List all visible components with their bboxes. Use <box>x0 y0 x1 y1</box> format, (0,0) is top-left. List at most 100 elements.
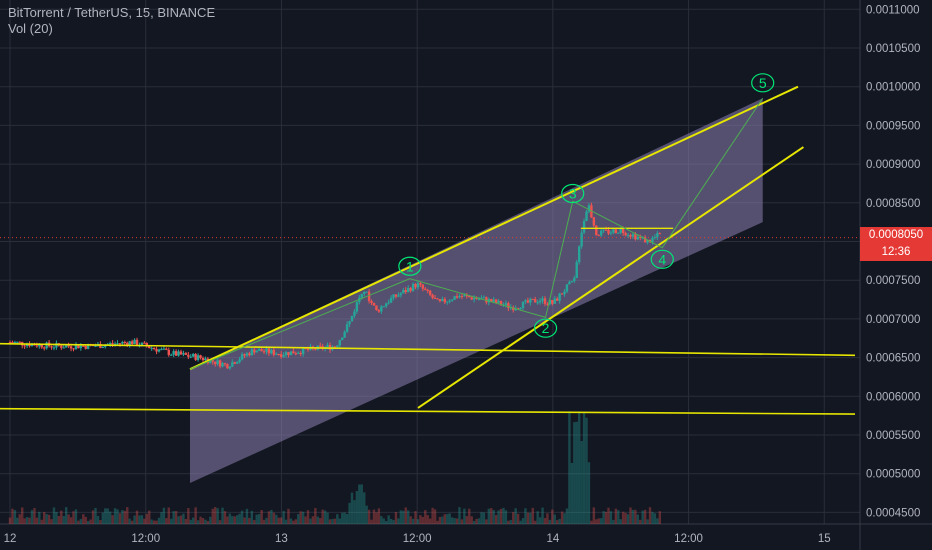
volume-bar <box>436 520 439 524</box>
volume-bar <box>529 512 532 524</box>
volume-bar <box>570 462 574 524</box>
volume-bar <box>345 513 349 524</box>
candle-body <box>426 289 429 291</box>
candle-body <box>411 283 415 291</box>
wave-label-circle <box>561 183 585 204</box>
y-tick-label: 0.0007500 <box>866 275 920 287</box>
volume-bar <box>582 412 586 524</box>
candle-body <box>546 303 549 305</box>
candle-body <box>629 235 632 237</box>
volume-bar <box>560 511 564 524</box>
candle-body <box>50 346 53 348</box>
x-tick-label: 12:00 <box>131 533 160 545</box>
volume-bar <box>116 509 119 524</box>
candle-body <box>99 343 102 348</box>
volume-bar <box>162 507 166 524</box>
volume-bar <box>91 510 95 524</box>
volume-bar <box>96 515 100 524</box>
candle-body <box>40 344 43 348</box>
volume-bar <box>653 513 657 524</box>
candle-body <box>148 346 151 349</box>
candle-body <box>282 355 285 357</box>
candle-body <box>196 355 200 360</box>
volume-bar <box>468 508 471 524</box>
candle-body <box>192 354 195 357</box>
volume-bar <box>643 509 647 524</box>
volume-bar <box>348 502 351 524</box>
candle-body <box>575 262 578 278</box>
candle-body <box>194 354 197 360</box>
volume-indicator-label[interactable]: Vol (20) <box>8 21 53 36</box>
candle-body <box>363 291 366 294</box>
candle-body <box>43 347 46 349</box>
candle-body <box>350 315 354 322</box>
candle-body <box>69 346 73 349</box>
volume-bar <box>253 520 256 524</box>
candle-body <box>25 344 29 346</box>
volume-bar <box>521 518 525 524</box>
volume-bar <box>306 510 310 524</box>
candle-body <box>512 307 515 311</box>
volume-bar <box>607 507 610 524</box>
candle-body <box>299 352 302 355</box>
candle-body <box>553 298 556 304</box>
candle-body <box>189 356 192 358</box>
candle-body <box>172 351 175 355</box>
volume-bar <box>211 508 214 524</box>
candle-body <box>382 306 385 308</box>
y-tick-label: 0.0007000 <box>866 314 920 326</box>
candle-body <box>375 305 378 311</box>
candle-body <box>573 277 576 282</box>
volume-bar <box>28 517 31 524</box>
candle-body <box>64 345 68 348</box>
candle-body <box>177 351 180 356</box>
volume-bar <box>228 513 232 524</box>
candle-body <box>477 298 481 300</box>
volume-bar <box>126 507 129 524</box>
candle-body <box>74 344 78 350</box>
symbol-title[interactable]: BitTorrent / TetherUS, 15, BINANCE <box>8 5 216 20</box>
candle-body <box>472 297 476 300</box>
candle-body <box>360 293 363 298</box>
volume-bar <box>270 509 273 524</box>
volume-bar <box>99 520 102 524</box>
volume-bar <box>47 514 51 524</box>
volume-bar <box>626 514 630 524</box>
volume-bar <box>558 518 561 524</box>
candle-body <box>262 351 266 353</box>
volume-bar <box>534 520 537 524</box>
candle-body <box>609 232 613 234</box>
candle-body <box>130 341 134 345</box>
volume-bar <box>177 516 180 524</box>
candle-body <box>455 296 459 298</box>
wave-label-circle <box>650 249 674 269</box>
candle-body <box>494 299 498 303</box>
candle-body <box>28 344 31 347</box>
volume-bar <box>79 518 83 524</box>
volume-bar <box>472 520 476 524</box>
candle-body <box>55 343 58 348</box>
y-tick-label: 0.0010000 <box>866 82 920 94</box>
candle-body <box>108 343 112 345</box>
candle-body <box>421 284 425 289</box>
candle-body <box>221 363 224 367</box>
volume-bar <box>204 519 207 524</box>
candle-body <box>406 288 410 293</box>
candle-body <box>516 308 520 310</box>
candle-body <box>214 361 217 365</box>
volume-bar <box>599 518 603 524</box>
candle-body <box>297 352 300 354</box>
candle-body <box>235 362 239 364</box>
channel-lower-line <box>417 146 804 409</box>
volume-bar <box>157 517 161 524</box>
volume-bar <box>646 519 649 524</box>
candle-body <box>277 354 280 356</box>
candle-body <box>428 290 432 295</box>
volume-bar <box>238 513 241 524</box>
candle-body <box>656 233 659 237</box>
volume-bar <box>189 519 192 524</box>
wave-label-1: 1 <box>406 258 414 274</box>
volume-bar <box>433 509 437 524</box>
volume-bar <box>314 508 317 524</box>
